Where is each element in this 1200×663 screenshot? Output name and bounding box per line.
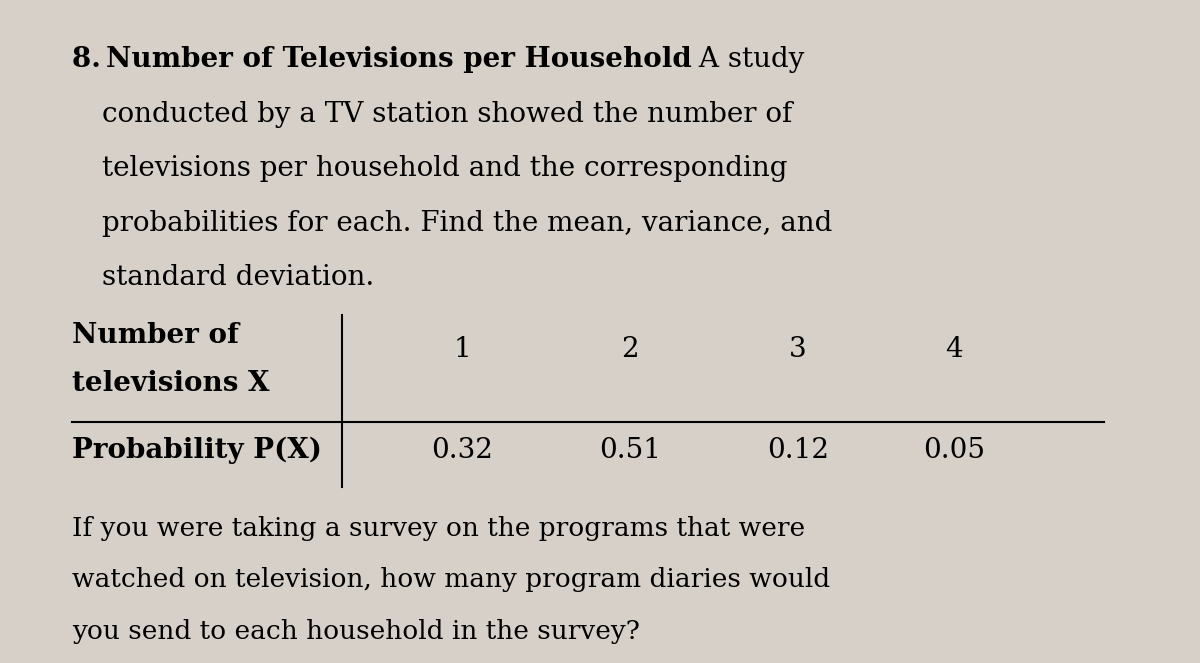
Text: 1: 1 <box>454 336 470 363</box>
Text: watched on television, how many program diaries would: watched on television, how many program … <box>72 567 830 592</box>
Text: 0.32: 0.32 <box>431 437 493 463</box>
Text: A study: A study <box>690 46 804 74</box>
Text: If you were taking a survey on the programs that were: If you were taking a survey on the progr… <box>72 516 805 540</box>
Text: 3: 3 <box>790 336 806 363</box>
Text: 0.05: 0.05 <box>923 437 985 463</box>
Text: 8.: 8. <box>72 46 110 74</box>
Text: 0.12: 0.12 <box>767 437 829 463</box>
Text: you send to each household in the survey?: you send to each household in the survey… <box>72 619 640 644</box>
Text: conducted by a TV station showed the number of: conducted by a TV station showed the num… <box>102 101 792 128</box>
Text: televisions per household and the corresponding: televisions per household and the corres… <box>102 155 787 182</box>
Text: 2: 2 <box>622 336 638 363</box>
Text: Number of: Number of <box>72 322 239 349</box>
Text: Number of Televisions per Household: Number of Televisions per Household <box>106 46 691 74</box>
Text: 4: 4 <box>946 336 962 363</box>
Text: televisions X: televisions X <box>72 371 270 398</box>
Text: probabilities for each. Find the mean, variance, and: probabilities for each. Find the mean, v… <box>102 210 833 237</box>
Text: 0.51: 0.51 <box>599 437 661 463</box>
Text: Probability P(X): Probability P(X) <box>72 437 322 464</box>
Text: standard deviation.: standard deviation. <box>102 264 374 291</box>
